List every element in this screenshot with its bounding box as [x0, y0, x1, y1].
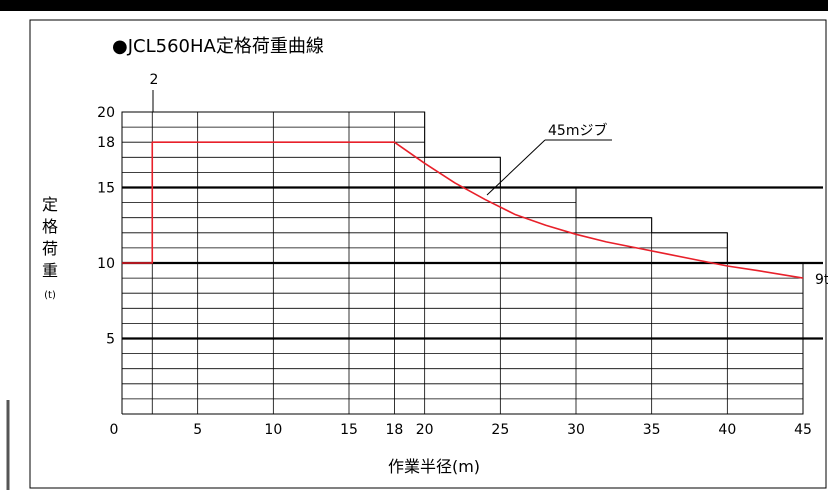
y-tick-label: 18: [97, 135, 115, 151]
x-axis-label: 作業半径(m): [388, 457, 480, 476]
x-tick-label: 5: [193, 422, 202, 438]
series-label: 45mジブ: [548, 122, 607, 139]
y-tick-label: 10: [97, 256, 115, 272]
x-tick-label: 18: [385, 422, 403, 438]
x-tick-label: 30: [567, 422, 585, 438]
ylabel-unit: (t): [44, 290, 56, 301]
outer-border: [29, 19, 827, 489]
series-line-0: [122, 141, 804, 279]
ylabel-char-2: 荷: [42, 239, 58, 258]
x-tick-label: 20: [416, 422, 434, 438]
y-tick-label: 5: [106, 332, 115, 348]
x-tick-label: 15: [340, 422, 358, 438]
chart-title: ●JCL560HA定格荷重曲線: [112, 36, 324, 57]
x-tick-label: 40: [718, 422, 736, 438]
ylabel-char-1: 格: [42, 217, 58, 236]
ylabel-char-0: 定: [42, 195, 58, 214]
x-tick-label: 0: [110, 422, 119, 438]
y-tick-label: 15: [97, 181, 115, 197]
top-band: [0, 0, 828, 11]
ylabel-char-3: 重: [42, 261, 58, 280]
y-tick-label: 20: [97, 105, 115, 121]
bold-lines: [122, 186, 823, 340]
x-tick-label: 45: [794, 422, 812, 438]
end-label: 9t: [815, 272, 828, 288]
x-tick-label: 25: [491, 422, 509, 438]
x-tick-label: 10: [264, 422, 282, 438]
series: [122, 141, 804, 279]
y-ticks: 5 10 15 18 20: [97, 105, 115, 348]
x-ticks: 0 5 10 15 18 20 25 30 35 40 45: [110, 422, 812, 438]
x-tick-label: 35: [643, 422, 661, 438]
x-top-label: 2: [150, 72, 159, 88]
callout-leader: [486, 139, 546, 196]
